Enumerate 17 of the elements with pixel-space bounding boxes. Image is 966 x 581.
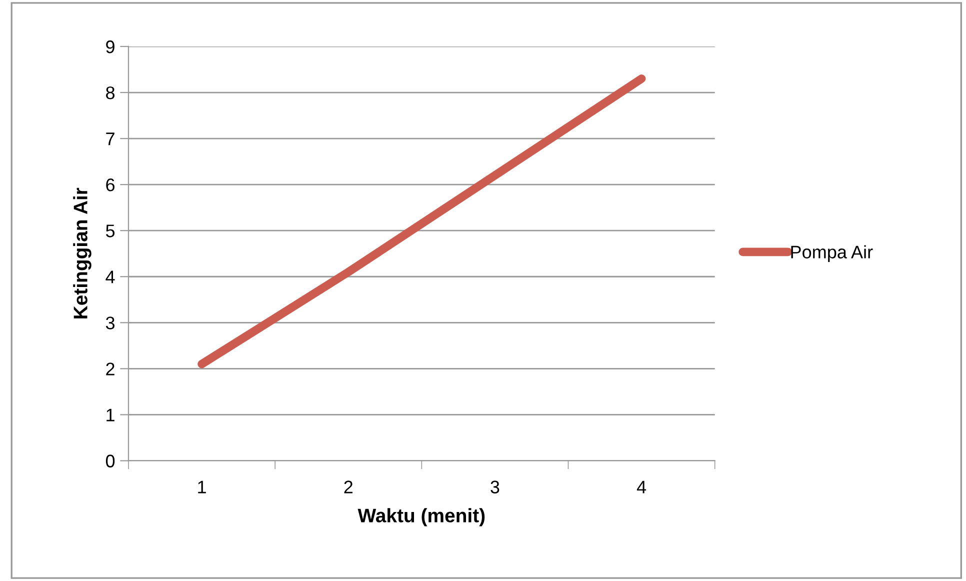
y-tick-label: 8 bbox=[106, 86, 114, 100]
y-axis-title: Ketinggian Air bbox=[73, 188, 92, 318]
y-tick-label: 2 bbox=[106, 362, 114, 376]
x-tick-label: 1 bbox=[198, 480, 206, 494]
y-tick-label: 7 bbox=[106, 132, 114, 146]
y-tick-label: 3 bbox=[106, 316, 114, 330]
x-tick-label: 2 bbox=[344, 480, 352, 494]
y-tick-label: 6 bbox=[106, 178, 114, 192]
y-tick-label: 9 bbox=[106, 40, 114, 54]
x-axis-title: Waktu (menit) bbox=[358, 508, 485, 526]
y-tick-label: 4 bbox=[106, 270, 115, 284]
y-tick-label: 1 bbox=[106, 408, 114, 422]
x-tick-label: 3 bbox=[490, 480, 500, 494]
x-tick-label: 4 bbox=[636, 480, 646, 494]
y-tick-label: 5 bbox=[106, 224, 115, 238]
legend-label: Pompa Air bbox=[791, 245, 873, 262]
y-tick-label: 0 bbox=[106, 454, 115, 468]
